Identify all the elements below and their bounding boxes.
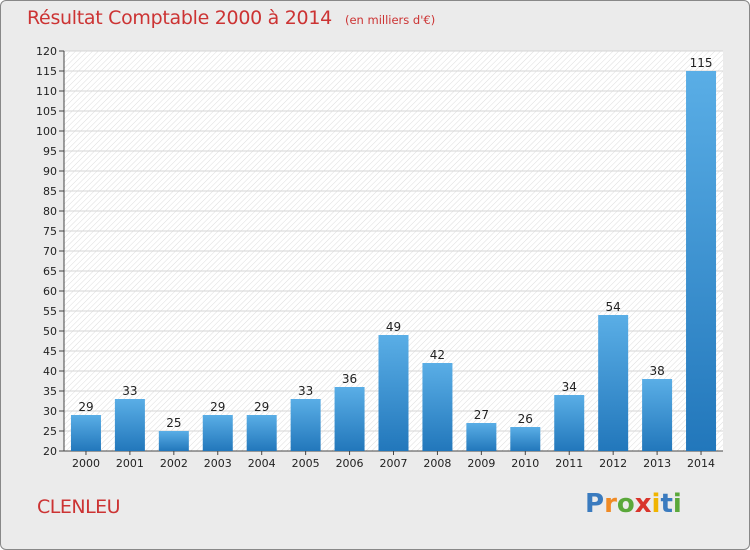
y-tick-label: 110 bbox=[36, 85, 57, 98]
bar-value-label: 33 bbox=[298, 384, 313, 398]
chart-title: Résultat Comptable 2000 à 2014 bbox=[27, 7, 332, 29]
bar-value-label: 36 bbox=[342, 372, 357, 386]
bar bbox=[290, 399, 321, 451]
logo-letter: r bbox=[604, 489, 617, 519]
x-tick-label: 2011 bbox=[555, 457, 583, 470]
x-tick-label: 2013 bbox=[643, 457, 671, 470]
x-tick-label: 2005 bbox=[292, 457, 320, 470]
x-tick-label: 2008 bbox=[423, 457, 451, 470]
y-tick-label: 35 bbox=[43, 385, 57, 398]
logo-letter: i bbox=[672, 489, 682, 519]
x-tick-label: 2004 bbox=[248, 457, 276, 470]
bar-value-label: 42 bbox=[430, 348, 445, 362]
bar bbox=[378, 335, 409, 451]
y-tick-label: 30 bbox=[43, 405, 57, 418]
x-tick-label: 2010 bbox=[511, 457, 539, 470]
y-tick-label: 120 bbox=[36, 45, 57, 58]
y-tick-label: 60 bbox=[43, 285, 57, 298]
bar bbox=[554, 395, 585, 451]
bar bbox=[114, 399, 145, 451]
x-tick-label: 2014 bbox=[687, 457, 715, 470]
title-block: Résultat Comptable 2000 à 2014 (en milli… bbox=[27, 7, 435, 29]
bar bbox=[202, 415, 233, 451]
bar bbox=[686, 71, 717, 451]
y-tick-label: 50 bbox=[43, 325, 57, 338]
logo-letter: i bbox=[651, 489, 661, 519]
y-tick-label: 85 bbox=[43, 185, 57, 198]
bar-value-label: 25 bbox=[166, 416, 181, 430]
x-tick-label: 2009 bbox=[467, 457, 495, 470]
bar-value-label: 33 bbox=[122, 384, 137, 398]
bar-value-label: 54 bbox=[606, 300, 621, 314]
x-tick-label: 2007 bbox=[380, 457, 408, 470]
y-tick-label: 25 bbox=[43, 425, 57, 438]
bar bbox=[70, 415, 101, 451]
bar bbox=[334, 387, 365, 451]
y-tick-label: 75 bbox=[43, 225, 57, 238]
bar bbox=[642, 379, 673, 451]
bar-value-label: 27 bbox=[474, 408, 489, 422]
bar-value-label: 26 bbox=[518, 412, 533, 426]
bar-value-label: 115 bbox=[690, 56, 713, 70]
bar-value-label: 29 bbox=[78, 400, 93, 414]
x-tick-label: 2003 bbox=[204, 457, 232, 470]
x-tick-label: 2012 bbox=[599, 457, 627, 470]
bar bbox=[422, 363, 453, 451]
logo-letter: o bbox=[616, 489, 635, 519]
logo-letter: t bbox=[660, 489, 673, 519]
bar-value-label: 49 bbox=[386, 320, 401, 334]
y-tick-label: 70 bbox=[43, 245, 57, 258]
x-tick-label: 2006 bbox=[336, 457, 364, 470]
bar-value-label: 29 bbox=[210, 400, 225, 414]
y-tick-label: 20 bbox=[43, 445, 57, 458]
bar-value-label: 29 bbox=[254, 400, 269, 414]
proxiti-logo: Proxiti bbox=[585, 489, 682, 519]
y-tick-label: 115 bbox=[36, 65, 57, 78]
logo-letter: P bbox=[585, 489, 605, 519]
logo-letter: x bbox=[634, 489, 652, 519]
y-tick-label: 80 bbox=[43, 205, 57, 218]
chart-subtitle: (en milliers d'€) bbox=[344, 13, 436, 27]
bar bbox=[246, 415, 277, 451]
y-tick-label: 105 bbox=[36, 105, 57, 118]
bar bbox=[598, 315, 629, 451]
y-tick-label: 100 bbox=[36, 125, 57, 138]
x-tick-label: 2002 bbox=[160, 457, 188, 470]
x-tick-label: 2000 bbox=[72, 457, 100, 470]
y-tick-label: 40 bbox=[43, 365, 57, 378]
y-tick-label: 55 bbox=[43, 305, 57, 318]
y-tick-label: 95 bbox=[43, 145, 57, 158]
y-tick-label: 90 bbox=[43, 165, 57, 178]
bar bbox=[158, 431, 189, 451]
bar bbox=[466, 423, 497, 451]
bar bbox=[510, 427, 541, 451]
bar-value-label: 34 bbox=[562, 380, 577, 394]
y-tick-label: 45 bbox=[43, 345, 57, 358]
y-tick-label: 65 bbox=[43, 265, 57, 278]
commune-name: CLENLEU bbox=[37, 496, 121, 518]
bar-value-label: 38 bbox=[649, 364, 664, 378]
x-tick-label: 2001 bbox=[116, 457, 144, 470]
